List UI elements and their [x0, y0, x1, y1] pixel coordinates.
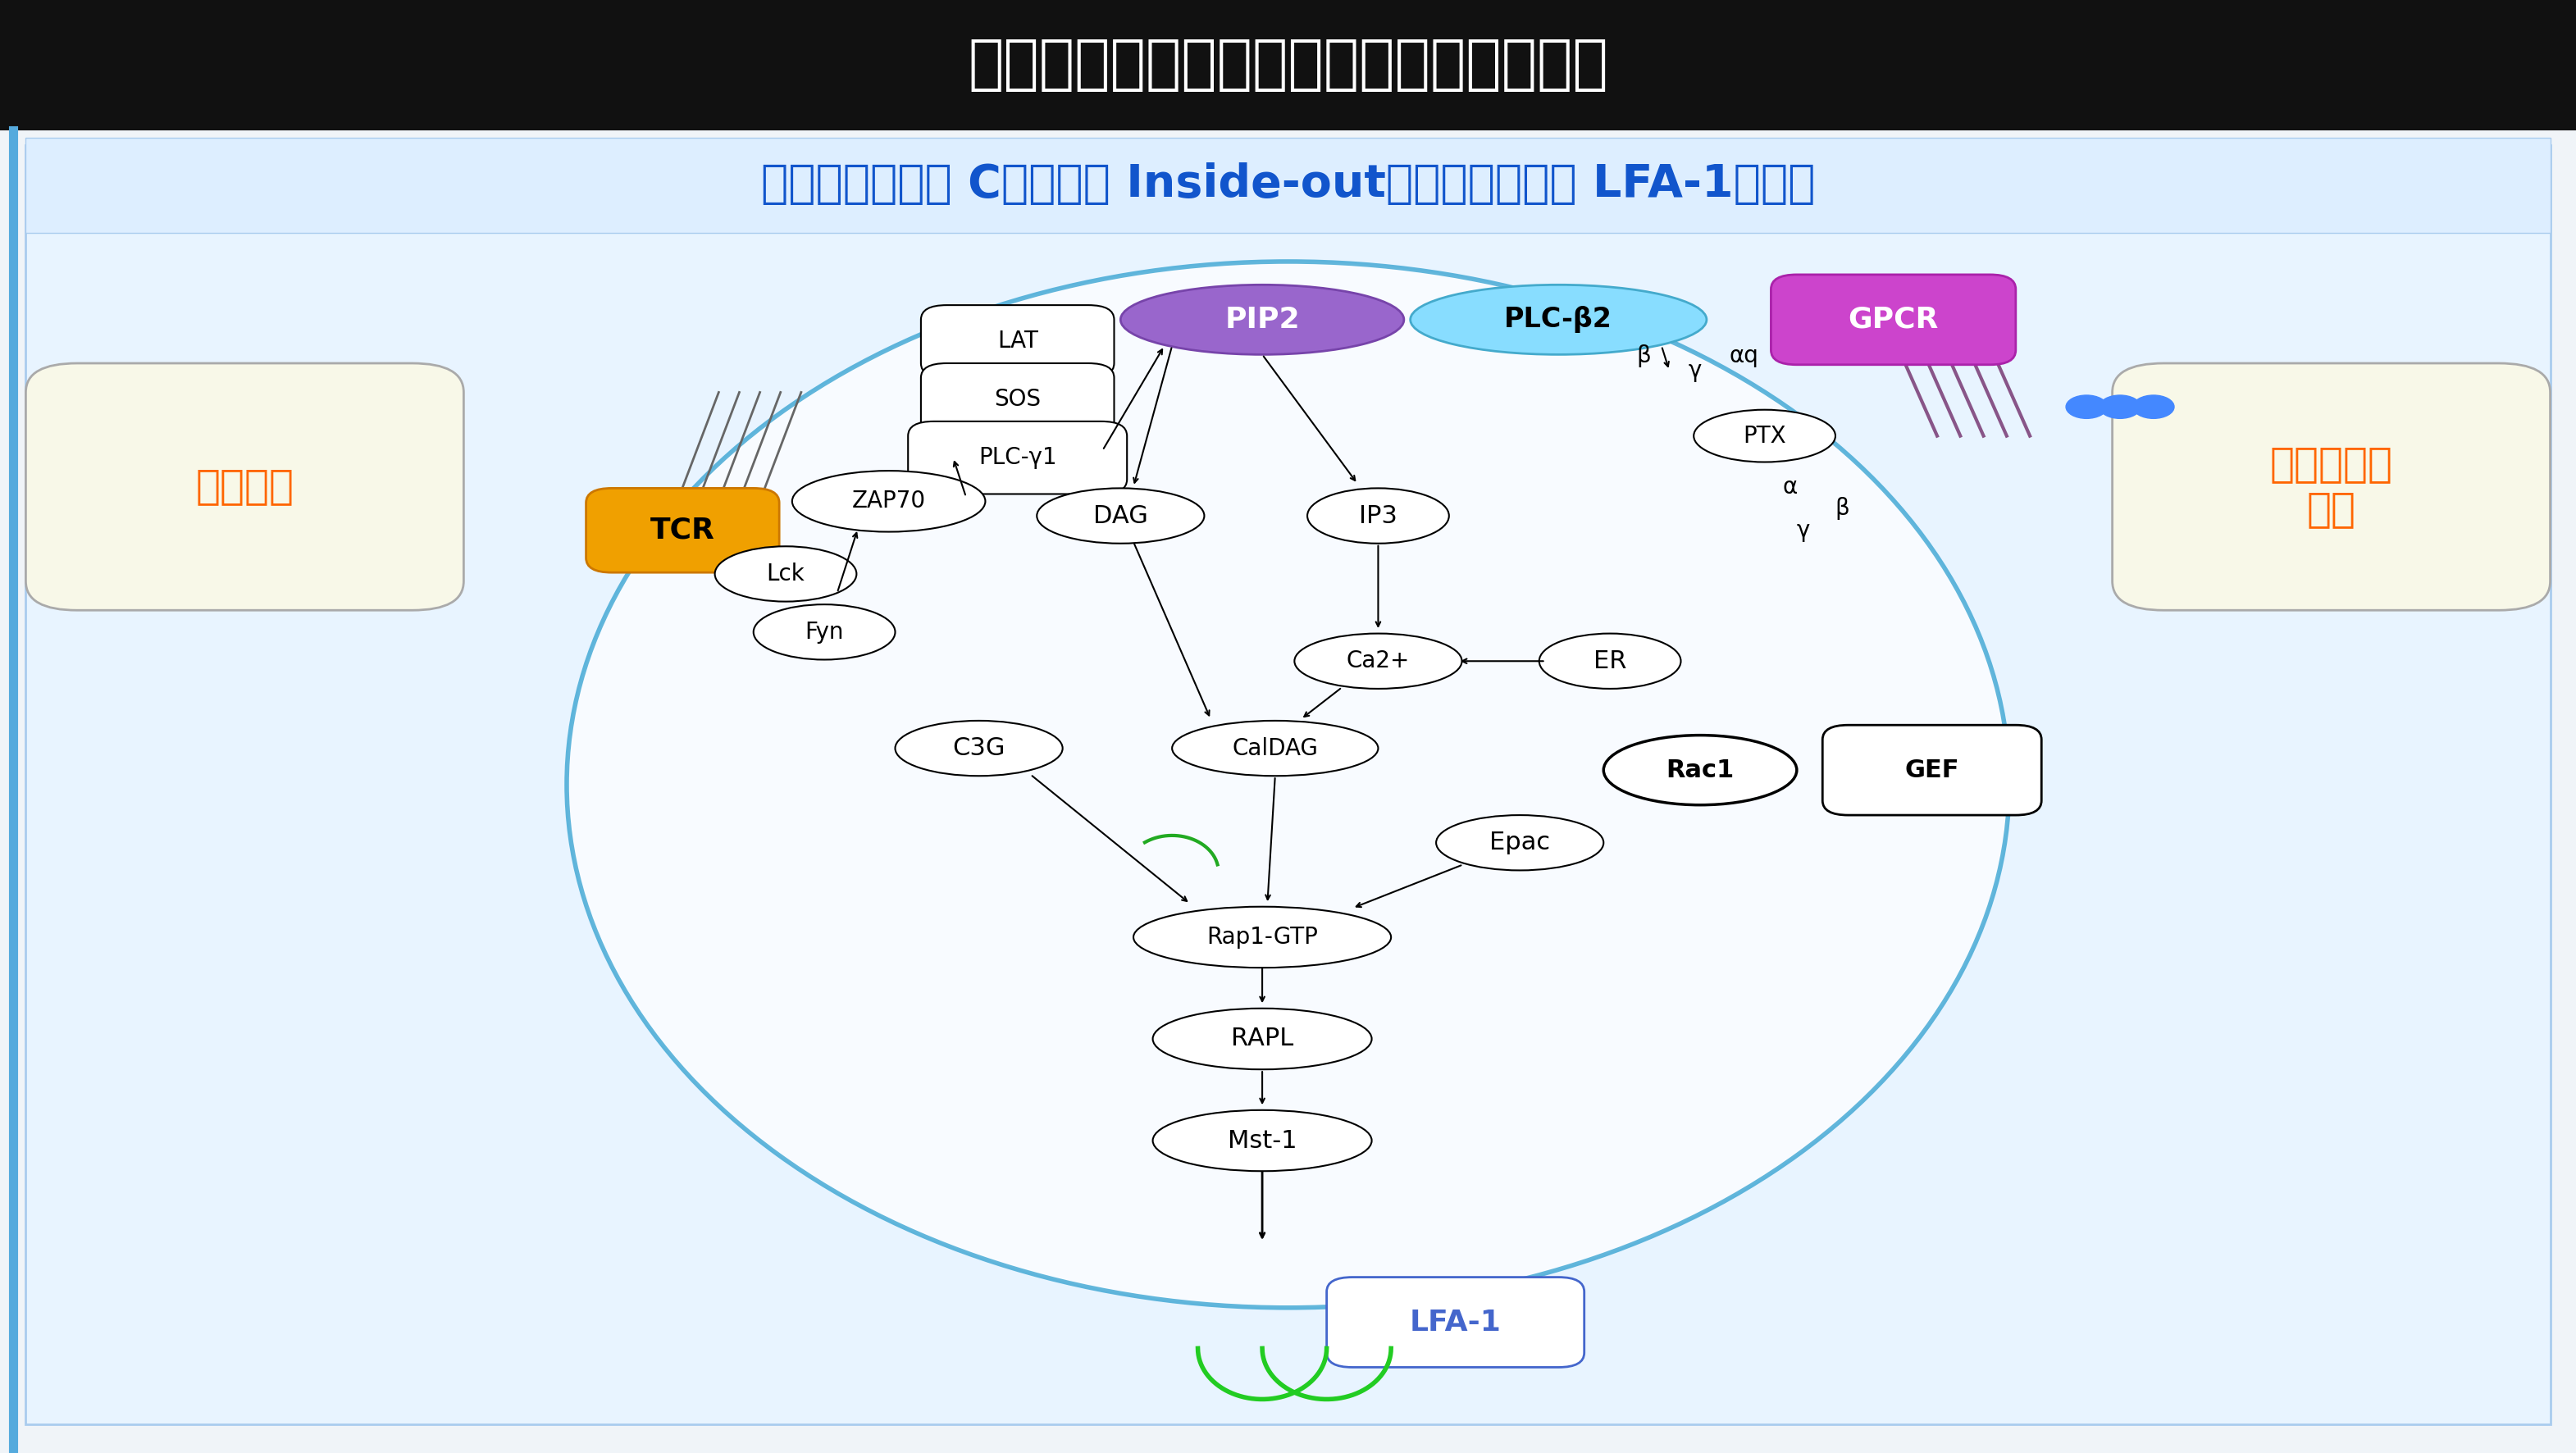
Text: Lck: Lck — [768, 562, 804, 586]
Text: SOS: SOS — [994, 388, 1041, 411]
FancyBboxPatch shape — [2112, 363, 2550, 610]
Text: PIP2: PIP2 — [1224, 305, 1301, 334]
FancyBboxPatch shape — [1327, 1277, 1584, 1367]
Text: Rap1-GTP: Rap1-GTP — [1206, 926, 1319, 949]
Ellipse shape — [1151, 1110, 1370, 1171]
FancyBboxPatch shape — [0, 0, 2576, 131]
Ellipse shape — [1133, 907, 1391, 968]
Text: IP3: IP3 — [1360, 504, 1396, 527]
Text: LFA-1: LFA-1 — [1409, 1308, 1502, 1337]
Ellipse shape — [1602, 735, 1798, 805]
Text: 抗原刺激: 抗原刺激 — [196, 466, 294, 507]
Ellipse shape — [567, 262, 2009, 1308]
Circle shape — [2133, 395, 2174, 418]
Text: ホスホリパーゼ Cを介した Inside-outシグナルによる LFA-1活性化: ホスホリパーゼ Cを介した Inside-outシグナルによる LFA-1活性化 — [760, 163, 1816, 206]
Ellipse shape — [1293, 634, 1463, 689]
Text: Rac1: Rac1 — [1667, 758, 1734, 782]
Text: TCR: TCR — [649, 516, 716, 545]
Text: GPCR: GPCR — [1847, 305, 1940, 334]
Text: LAT: LAT — [997, 330, 1038, 353]
Text: ケモカイン
刺激: ケモカイン 刺激 — [2269, 445, 2393, 529]
Text: Fyn: Fyn — [804, 620, 845, 644]
Text: γ: γ — [1795, 519, 1811, 542]
Text: 【フザプラジブナトリウムの作用機序】: 【フザプラジブナトリウムの作用機序】 — [969, 38, 1607, 93]
FancyBboxPatch shape — [26, 138, 2550, 232]
Ellipse shape — [1695, 410, 1834, 462]
Ellipse shape — [755, 604, 896, 660]
Text: ZAP70: ZAP70 — [853, 490, 925, 513]
Circle shape — [2066, 395, 2107, 418]
Ellipse shape — [1151, 1008, 1370, 1069]
Ellipse shape — [1036, 488, 1206, 543]
FancyBboxPatch shape — [26, 363, 464, 610]
Text: PTX: PTX — [1744, 424, 1785, 448]
Text: DAG: DAG — [1092, 504, 1149, 527]
FancyBboxPatch shape — [922, 305, 1115, 378]
Text: CalDAG: CalDAG — [1231, 737, 1319, 760]
Text: β: β — [1636, 344, 1651, 368]
Ellipse shape — [1172, 721, 1378, 776]
Circle shape — [2099, 395, 2141, 418]
Ellipse shape — [1437, 815, 1602, 870]
FancyBboxPatch shape — [1824, 725, 2040, 815]
FancyBboxPatch shape — [1772, 275, 2014, 365]
Text: RAPL: RAPL — [1231, 1027, 1293, 1051]
Text: αq: αq — [1728, 344, 1759, 368]
Ellipse shape — [716, 546, 855, 602]
Text: γ: γ — [1687, 359, 1703, 382]
Ellipse shape — [1540, 634, 1682, 689]
Text: C3G: C3G — [953, 737, 1005, 760]
Text: Ca2+: Ca2+ — [1347, 649, 1409, 673]
Text: PLC-γ1: PLC-γ1 — [979, 446, 1056, 469]
FancyBboxPatch shape — [922, 363, 1115, 436]
FancyBboxPatch shape — [909, 421, 1128, 494]
Text: GEF: GEF — [1904, 758, 1960, 782]
Text: α: α — [1783, 475, 1798, 498]
Text: Mst-1: Mst-1 — [1229, 1129, 1296, 1152]
Text: ER: ER — [1595, 649, 1625, 673]
Text: PLC-β2: PLC-β2 — [1504, 307, 1613, 333]
FancyBboxPatch shape — [26, 145, 2550, 1424]
Ellipse shape — [896, 721, 1061, 776]
Text: Epac: Epac — [1489, 831, 1551, 854]
FancyBboxPatch shape — [587, 488, 778, 572]
Text: β: β — [1834, 497, 1850, 520]
Ellipse shape — [1121, 285, 1404, 355]
Ellipse shape — [793, 471, 984, 532]
Ellipse shape — [1306, 488, 1450, 543]
Ellipse shape — [1412, 285, 1705, 355]
